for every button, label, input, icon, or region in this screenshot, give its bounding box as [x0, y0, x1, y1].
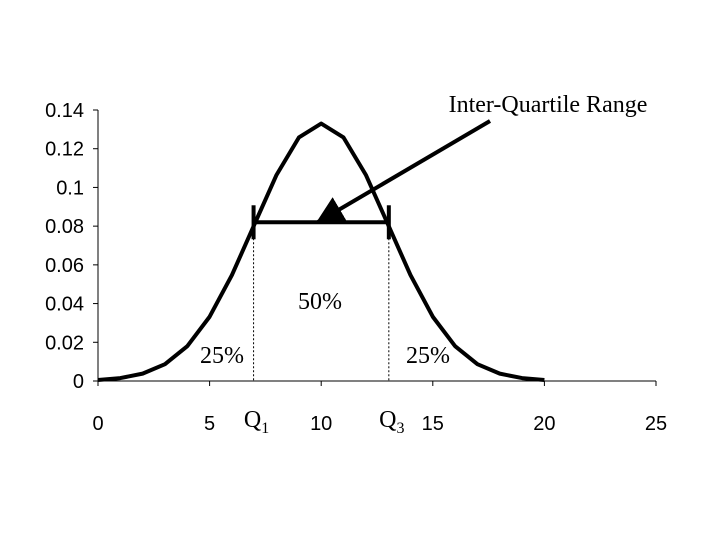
- quartile-label: Q3: [379, 407, 404, 437]
- y-tick-label: 0.06: [45, 255, 84, 277]
- x-tick-label: 15: [422, 413, 444, 435]
- quartile-index: 1: [261, 420, 269, 437]
- iqr-label: Inter-Quartile Range: [449, 92, 648, 118]
- percent-label: 25%: [406, 343, 450, 369]
- quartile-name: Q: [379, 407, 396, 433]
- quartile-name: Q: [244, 407, 261, 433]
- percent-label: 50%: [298, 289, 342, 315]
- y-tick-label: 0.02: [45, 332, 84, 354]
- quartile-index: 3: [397, 420, 405, 437]
- curve: [97, 121, 545, 383]
- quartile-label: Q1: [244, 407, 269, 437]
- y-tick-label: 0.08: [45, 216, 84, 238]
- x-tick-label: 5: [204, 413, 215, 435]
- y-tick-label: 0.04: [45, 294, 84, 316]
- y-tick-label: 0: [73, 371, 84, 393]
- y-tick-label: 0.14: [45, 100, 84, 122]
- y-tick-label: 0.1: [56, 177, 84, 199]
- iqr-arrow: [315, 119, 492, 224]
- x-tick-label: 0: [92, 413, 103, 435]
- percent-label: 25%: [200, 343, 244, 369]
- x-tick-label: 20: [533, 413, 555, 435]
- y-tick-label: 0.12: [45, 139, 84, 161]
- x-tick-label: 25: [645, 413, 667, 435]
- x-tick-label: 10: [310, 413, 332, 435]
